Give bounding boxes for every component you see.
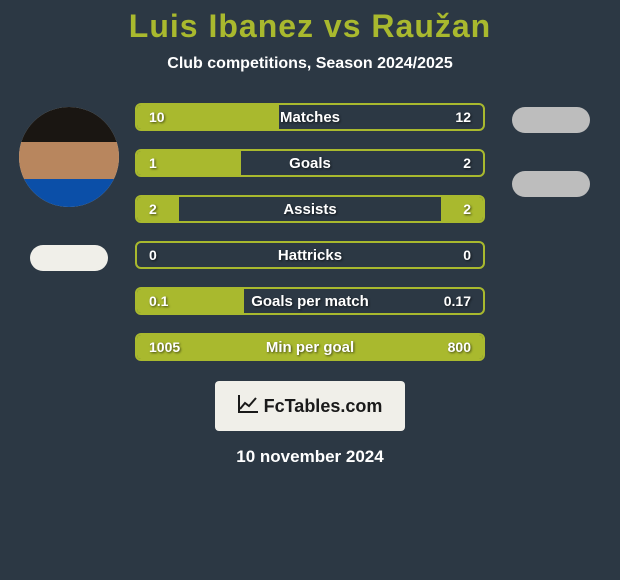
player-left-flag [30, 245, 108, 271]
stat-label: Min per goal [137, 339, 483, 356]
stat-label: Assists [137, 201, 483, 218]
stat-value-right: 0.17 [444, 293, 471, 309]
page-title: Luis Ibanez vs Raužan [129, 8, 491, 45]
stat-value-right: 12 [455, 109, 471, 125]
avatar-image [19, 107, 119, 207]
stats-column: 10Matches121Goals22Assists20Hattricks00.… [135, 103, 485, 361]
brand-logo[interactable]: FcTables.com [215, 381, 405, 431]
stat-value-right: 0 [463, 247, 471, 263]
stat-label: Matches [137, 109, 483, 126]
root: Luis Ibanez vs Raužan Club competitions,… [0, 0, 620, 467]
stat-label: Goals per match [137, 293, 483, 310]
stat-value-right: 800 [448, 339, 471, 355]
chart-icon [238, 395, 258, 418]
player-right-column [497, 103, 605, 197]
player-right-flag-2 [512, 171, 590, 197]
brand-text: FcTables.com [264, 396, 383, 417]
stat-row: 1005Min per goal800 [135, 333, 485, 361]
comparison-area: 10Matches121Goals22Assists20Hattricks00.… [0, 103, 620, 361]
subtitle: Club competitions, Season 2024/2025 [167, 55, 452, 73]
player-left-avatar [19, 107, 119, 207]
stat-row: 0Hattricks0 [135, 241, 485, 269]
stat-row: 1Goals2 [135, 149, 485, 177]
player-right-flag [512, 107, 590, 133]
date-label: 10 november 2024 [236, 447, 383, 467]
stat-row: 10Matches12 [135, 103, 485, 131]
stat-value-right: 2 [463, 155, 471, 171]
stat-row: 0.1Goals per match0.17 [135, 287, 485, 315]
stat-row: 2Assists2 [135, 195, 485, 223]
player-left-column [15, 103, 123, 271]
stat-value-right: 2 [463, 201, 471, 217]
stat-label: Hattricks [137, 247, 483, 264]
stat-label: Goals [137, 155, 483, 172]
